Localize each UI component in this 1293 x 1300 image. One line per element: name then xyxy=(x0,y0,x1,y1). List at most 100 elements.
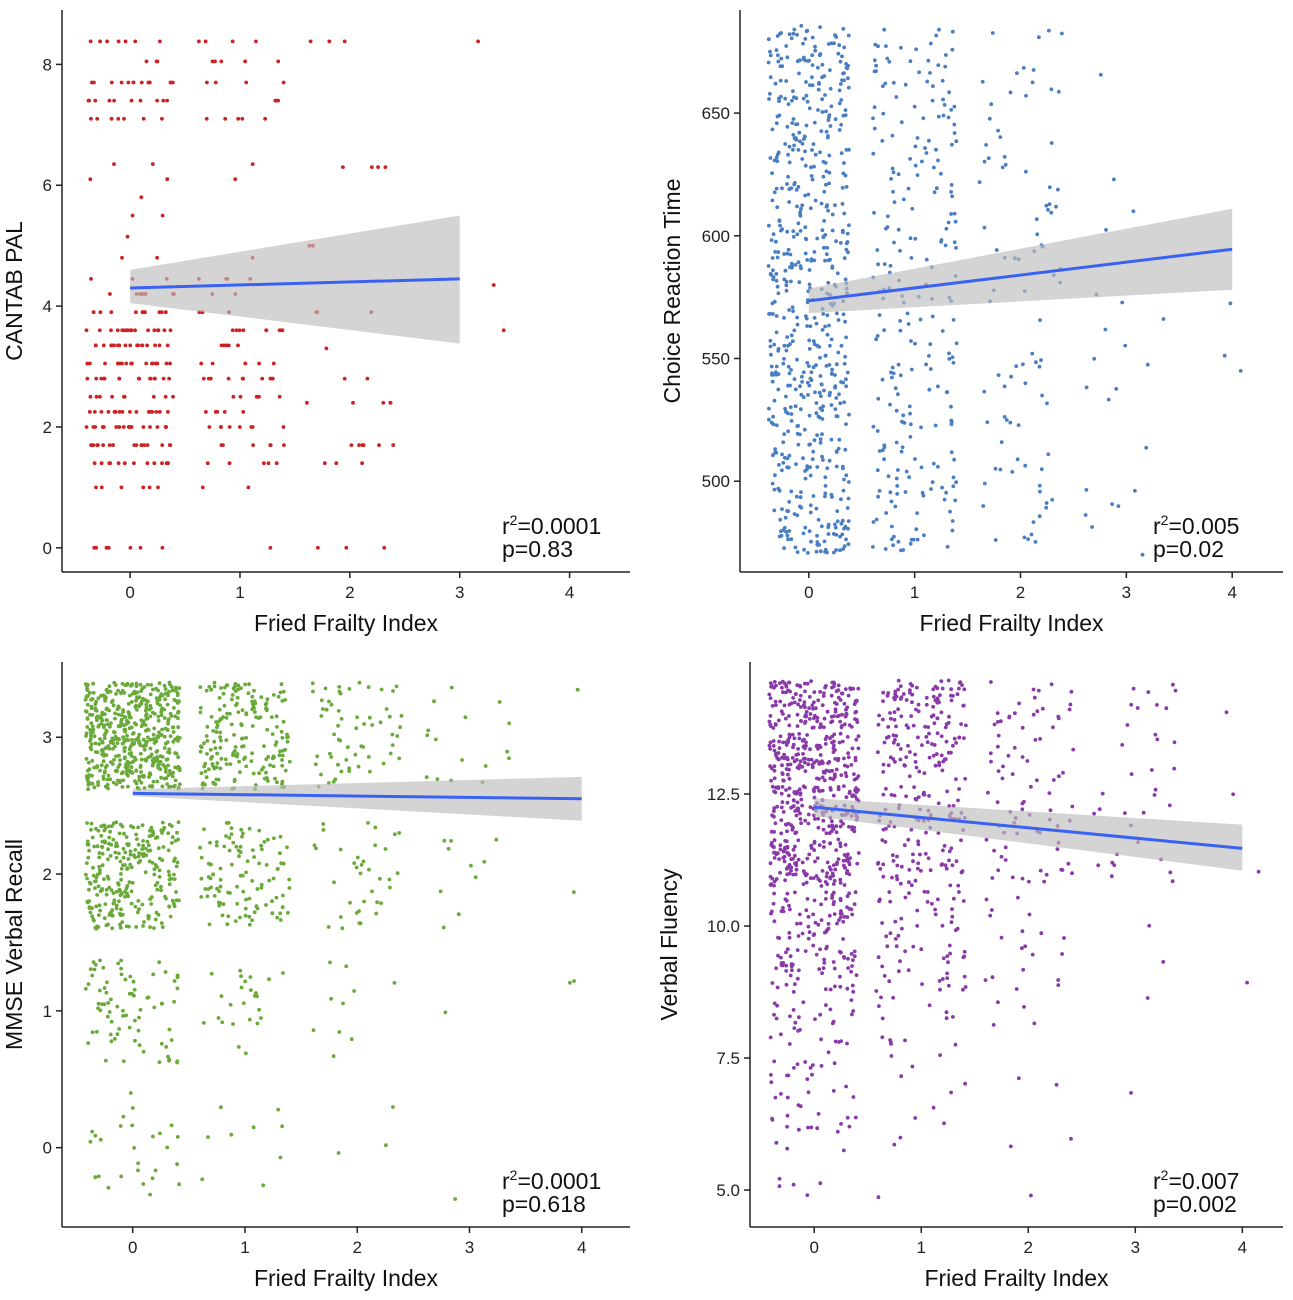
data-point xyxy=(795,357,799,362)
data-point xyxy=(886,474,891,479)
data-point xyxy=(121,1114,126,1119)
data-point xyxy=(222,703,227,708)
data-point xyxy=(1146,690,1151,694)
data-point xyxy=(128,974,133,979)
data-point xyxy=(847,1124,852,1129)
data-point xyxy=(1231,792,1235,797)
data-point xyxy=(891,859,896,863)
data-point xyxy=(830,719,835,724)
data-point xyxy=(836,785,841,789)
data-point xyxy=(271,876,276,881)
data-point xyxy=(787,200,792,204)
data-point xyxy=(155,759,160,763)
data-point xyxy=(836,857,841,861)
data-point xyxy=(906,726,911,730)
data-point xyxy=(201,1021,206,1025)
data-point xyxy=(812,760,817,765)
data-point xyxy=(212,684,217,689)
data-point xyxy=(828,987,833,992)
data-point xyxy=(916,795,921,799)
data-point xyxy=(886,763,891,768)
data-point xyxy=(146,328,151,333)
data-point xyxy=(961,899,966,903)
data-point xyxy=(1147,923,1152,928)
data-point xyxy=(820,869,825,873)
data-point xyxy=(254,715,258,720)
data-point xyxy=(791,89,795,93)
data-point xyxy=(890,365,895,370)
data-point xyxy=(153,1168,158,1173)
data-point xyxy=(135,910,140,915)
data-point xyxy=(823,161,828,165)
data-point xyxy=(203,887,208,891)
data-point xyxy=(819,724,823,729)
data-point xyxy=(871,424,876,429)
data-point xyxy=(239,686,243,691)
data-point xyxy=(842,701,847,706)
data-point xyxy=(279,682,284,687)
data-point xyxy=(943,863,948,868)
data-point xyxy=(109,700,114,704)
data-point xyxy=(119,485,124,490)
data-point xyxy=(261,1183,266,1188)
r-squared-label: r2=0.007 xyxy=(1153,1167,1239,1194)
data-point xyxy=(839,497,843,502)
data-point xyxy=(793,844,797,849)
data-point xyxy=(828,343,832,348)
data-point xyxy=(99,485,104,490)
data-point xyxy=(220,913,225,918)
data-point xyxy=(944,739,949,744)
data-point xyxy=(100,863,105,868)
data-point xyxy=(1007,714,1012,719)
data-point xyxy=(1129,772,1134,776)
data-point xyxy=(776,53,780,58)
data-point xyxy=(426,728,431,733)
data-point xyxy=(772,299,777,304)
data-point xyxy=(842,78,846,83)
data-point xyxy=(278,918,283,922)
data-point xyxy=(162,746,167,750)
data-point xyxy=(819,1037,823,1042)
data-point xyxy=(177,782,182,787)
data-point xyxy=(328,751,332,756)
data-point xyxy=(157,730,161,735)
data-point xyxy=(259,843,263,848)
data-point xyxy=(883,840,888,844)
data-point xyxy=(123,715,128,720)
data-point xyxy=(238,770,242,775)
data-point xyxy=(1015,457,1020,462)
data-point xyxy=(215,725,219,730)
data-point xyxy=(772,508,777,513)
data-point xyxy=(843,354,847,359)
data-point xyxy=(815,343,820,348)
data-point xyxy=(785,947,790,952)
data-point xyxy=(150,361,155,366)
data-point xyxy=(933,907,937,912)
data-point xyxy=(907,868,912,872)
data-point xyxy=(809,757,814,762)
data-point xyxy=(169,1038,174,1042)
data-point xyxy=(94,904,99,909)
data-point xyxy=(811,494,816,498)
data-point xyxy=(1245,980,1249,985)
data-point xyxy=(157,410,162,414)
data-point xyxy=(227,848,232,853)
y-axis-title: CANTAB PAL xyxy=(1,221,27,361)
data-point xyxy=(139,195,144,200)
data-point xyxy=(822,388,826,393)
data-point xyxy=(283,747,288,752)
data-point xyxy=(807,529,812,534)
data-point xyxy=(768,344,773,349)
data-point xyxy=(844,707,848,712)
data-point xyxy=(123,755,127,760)
data-point xyxy=(826,522,831,527)
data-point xyxy=(159,1041,164,1046)
data-point xyxy=(913,163,918,168)
data-point xyxy=(218,766,223,771)
data-point xyxy=(226,890,230,895)
data-point xyxy=(1002,415,1007,419)
data-point xyxy=(352,989,356,993)
data-point xyxy=(788,265,792,270)
data-point xyxy=(159,921,164,925)
data-point xyxy=(342,376,347,381)
